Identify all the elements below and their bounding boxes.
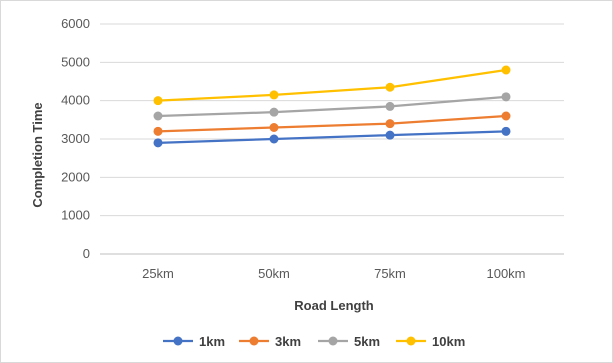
series-line-1km bbox=[157, 130, 507, 144]
data-point bbox=[153, 138, 163, 148]
data-point bbox=[269, 123, 279, 132]
y-axis-ticks: 0 1000 2000 3000 4000 5000 6000 bbox=[61, 16, 90, 261]
data-point bbox=[269, 90, 279, 100]
y-tick-label: 4000 bbox=[61, 93, 90, 108]
legend-marker bbox=[406, 336, 416, 346]
y-tick-label: 2000 bbox=[61, 169, 90, 184]
legend-item-10km: 10km bbox=[396, 334, 465, 349]
series-3km bbox=[153, 111, 511, 136]
data-point bbox=[385, 82, 395, 92]
y-axis-title: Completion Time bbox=[30, 102, 45, 207]
y-tick-label: 3000 bbox=[61, 131, 90, 146]
y-tick-label: 1000 bbox=[61, 208, 90, 223]
x-tick-label: 50km bbox=[258, 266, 290, 281]
data-point bbox=[501, 126, 511, 136]
data-point bbox=[501, 65, 511, 75]
data-point bbox=[153, 111, 163, 121]
series-1km bbox=[153, 126, 511, 148]
x-axis-ticks: 25km 50km 75km 100km bbox=[142, 266, 525, 281]
data-point bbox=[153, 126, 163, 136]
series-10km bbox=[153, 65, 511, 106]
series-line-5km bbox=[157, 95, 507, 118]
legend-label: 10km bbox=[432, 334, 465, 349]
series-lines bbox=[153, 65, 511, 148]
series-line-3km bbox=[157, 114, 507, 133]
legend-item-3km: 3km bbox=[239, 334, 301, 349]
data-point bbox=[153, 96, 163, 106]
data-point bbox=[269, 134, 279, 144]
x-tick-label: 75km bbox=[374, 266, 406, 281]
legend-marker bbox=[173, 336, 183, 346]
y-tick-label: 6000 bbox=[61, 16, 90, 31]
legend-marker bbox=[249, 336, 259, 346]
legend-item-1km: 1km bbox=[163, 334, 225, 349]
data-point bbox=[269, 107, 279, 117]
legend-item-5km: 5km bbox=[318, 334, 380, 349]
legend-marker bbox=[328, 336, 338, 346]
data-point bbox=[385, 101, 395, 111]
x-axis-title: Road Length bbox=[294, 298, 373, 313]
series-line-10km bbox=[157, 68, 507, 102]
data-point bbox=[385, 119, 395, 129]
legend-label: 5km bbox=[354, 334, 380, 349]
x-tick-label: 100km bbox=[486, 266, 525, 281]
legend-label: 1km bbox=[199, 334, 225, 349]
legend-label: 3km bbox=[275, 334, 301, 349]
x-tick-label: 25km bbox=[142, 266, 174, 281]
gridlines bbox=[100, 23, 564, 255]
data-point bbox=[501, 111, 511, 121]
data-point bbox=[385, 130, 395, 140]
y-tick-label: 0 bbox=[83, 246, 90, 261]
series-5km bbox=[153, 92, 511, 121]
data-point bbox=[501, 92, 511, 102]
legend: 1km 3km 5km 10km bbox=[163, 334, 465, 349]
y-tick-label: 5000 bbox=[61, 54, 90, 69]
